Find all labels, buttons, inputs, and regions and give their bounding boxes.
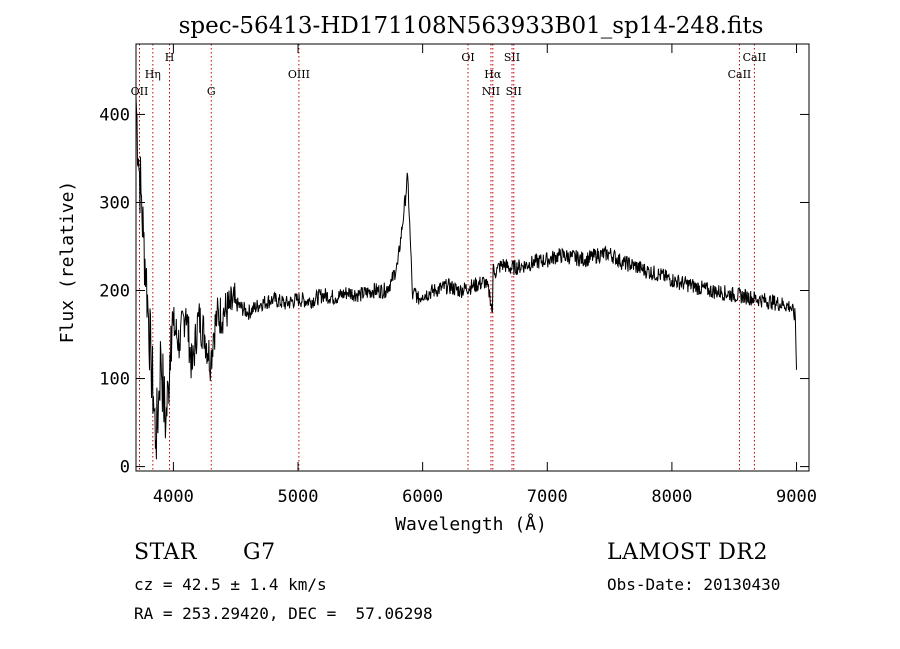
x-tick-label: 4000	[153, 487, 194, 507]
spectrum-line-0	[135, 96, 797, 460]
object-class: STAR	[134, 540, 197, 565]
line-label-11: CaII	[743, 51, 767, 64]
emission-line-markers: OII Hη H G OIII OI Hα NII SII SII CaII CaII	[131, 44, 767, 471]
redshift-readout: cz = 42.5 ± 1.4 km/s	[134, 575, 327, 594]
line-label-1: Hη	[145, 68, 161, 81]
y-tick-label: 0	[120, 458, 130, 478]
line-label-2: H	[165, 51, 175, 64]
x-tick-label: 8000	[651, 487, 692, 507]
line-label-9: SII	[506, 85, 522, 98]
line-label-0: OII	[131, 85, 149, 98]
y-tick-label: 200	[99, 282, 130, 302]
line-label-7: NII	[482, 85, 500, 98]
line-label-3: G	[207, 85, 216, 98]
plot-frame	[135, 43, 810, 472]
x-tick-label: 6000	[402, 487, 443, 507]
survey-name: LAMOST DR2	[607, 540, 768, 565]
x-axis-label: Wavelength (Å)	[395, 513, 547, 535]
line-label-6: Hα	[484, 68, 502, 81]
obs-date: Obs-Date: 20130430	[607, 575, 781, 594]
y-axis-label: Flux (relative)	[57, 181, 78, 344]
object-subclass: G7	[243, 540, 276, 565]
chart-title: spec-56413-HD171108N563933B01_sp14-248.f…	[179, 13, 764, 39]
x-tick-label: 5000	[278, 487, 319, 507]
x-tick-label: 7000	[527, 487, 568, 507]
coordinates: RA = 253.29420, DEC = 57.06298	[134, 604, 433, 623]
line-label-10: CaII	[728, 68, 752, 81]
y-axis-ticks: 0 100 200 300 400	[99, 105, 809, 478]
y-tick-label: 100	[99, 370, 130, 390]
y-tick-label: 300	[99, 193, 130, 213]
x-tick-label: 9000	[776, 487, 817, 507]
x-axis-ticks: 4000 5000 6000 7000 8000 9000	[153, 44, 817, 507]
line-label-5: OI	[461, 51, 474, 64]
line-label-4: OIII	[288, 68, 310, 81]
y-tick-label: 400	[99, 105, 130, 125]
line-label-8: SII	[504, 51, 520, 64]
spectrum-series	[135, 96, 797, 460]
